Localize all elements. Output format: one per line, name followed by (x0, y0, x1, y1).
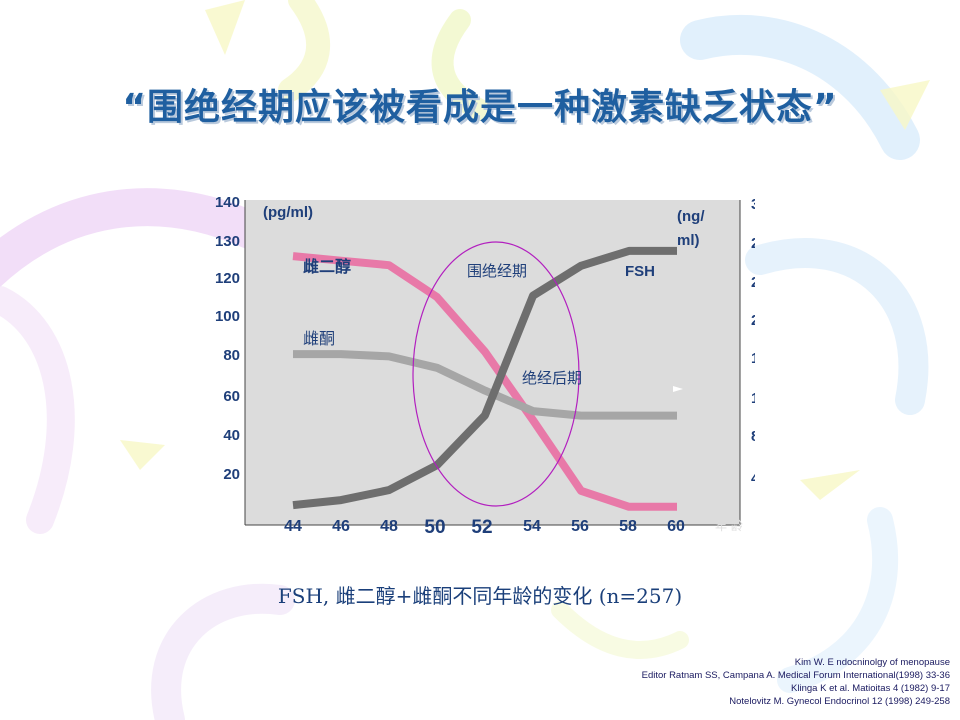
line-chart: 140 130 120 100 80 60 40 20 32 28 24 20 … (215, 194, 755, 538)
slide-title: “围绝经期应该被看成是一种激素缺乏状态” (122, 87, 838, 128)
x-tick-54: 54 (523, 518, 541, 535)
y-right-tick-8: 8 (751, 428, 755, 445)
y-right-unit-line1: (ng/ (677, 208, 705, 225)
y-left-tick-140: 140 (215, 194, 240, 211)
y-left-unit: (pg/ml) (263, 204, 313, 221)
series-label-fsh: FSH (625, 263, 655, 280)
reference-line: Editor Ratnam SS, Campana A. Medical For… (641, 670, 950, 681)
y-left-tick-20: 20 (223, 466, 240, 483)
x-tick-44: 44 (284, 518, 302, 535)
reference-line: Kim W. E ndocninolgy of menopause (794, 657, 950, 668)
x-tick-48: 48 (380, 518, 398, 535)
y-left-tick-130: 130 (215, 233, 240, 250)
x-tick-58: 58 (619, 518, 637, 535)
y-right-tick-32: 32 (751, 196, 755, 213)
chart-caption: FSH, 雌二醇+雌酮不同年龄的变化 (n=257) (277, 584, 683, 608)
annotation-postmenopause: 绝经后期 (522, 369, 582, 387)
y-right-tick-24: 24 (751, 274, 755, 291)
y-right-tick-20: 20 (751, 312, 755, 329)
reference-line: Notelovitz M. Gynecol Endocrinol 12 (199… (729, 696, 950, 707)
series-label-estradiol: 雌二醇 (303, 257, 351, 276)
references: Kim W. E ndocninolgy of menopause Editor… (642, 656, 950, 708)
y-left-tick-80: 80 (223, 347, 240, 364)
y-left-tick-120: 120 (215, 270, 240, 287)
x-axis-suffix: 年 龄 (715, 519, 743, 533)
x-tick-56: 56 (571, 518, 589, 535)
reference-line: Klinga K et al. Matioitas 4 (1982) 9-17 (791, 683, 950, 694)
x-tick-52: 52 (471, 517, 492, 538)
x-tick-50: 50 (424, 517, 445, 538)
x-tick-46: 46 (332, 518, 350, 535)
y-left-tick-40: 40 (223, 427, 240, 444)
annotation-perimenopause: 围绝经期 (467, 262, 527, 280)
small-arrow-marker (673, 386, 683, 392)
y-right-tick-28: 28 (751, 235, 755, 252)
y-left-tick-100: 100 (215, 308, 240, 325)
perimenopause-ellipse (412, 241, 580, 507)
y-right-unit-line2: ml) (677, 232, 700, 249)
y-right-tick-16: 16 (751, 350, 755, 367)
series-label-estrone: 雌酮 (303, 329, 335, 348)
y-right-tick-12: 12 (751, 390, 755, 407)
x-tick-60: 60 (667, 518, 685, 535)
y-left-tick-60: 60 (223, 388, 240, 405)
y-right-tick-4: 4 (751, 470, 755, 487)
